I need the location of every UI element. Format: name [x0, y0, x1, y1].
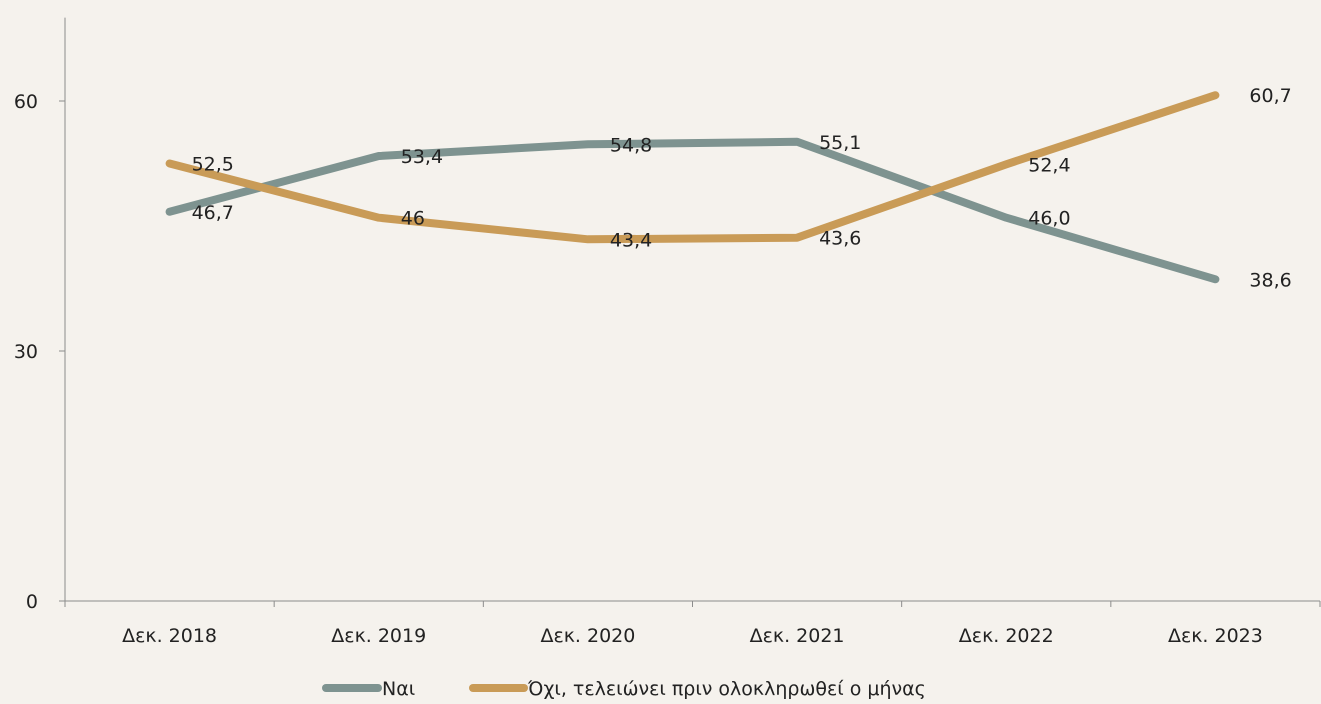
x-tick-label: Δεκ. 2021 [750, 625, 845, 647]
data-label: 46 [401, 208, 425, 230]
data-label: 52,5 [192, 154, 234, 176]
data-label: 53,4 [401, 146, 443, 168]
y-tick-label: 60 [14, 91, 38, 113]
x-tick-label: Δεκ. 2020 [540, 625, 635, 647]
data-label: 55,1 [819, 132, 861, 154]
y-tick-label: 30 [14, 341, 38, 363]
data-label: 43,6 [819, 228, 861, 250]
x-tick-label: Δεκ. 2023 [1168, 625, 1263, 647]
data-label: 54,8 [610, 134, 652, 156]
data-label: 46,7 [192, 202, 234, 224]
data-label: 43,4 [610, 229, 652, 251]
series-lines [165, 91, 1220, 284]
x-tick-label: Δεκ. 2018 [122, 625, 217, 647]
data-labels: 46,7 53,4 54,8 55,1 46,0 38,6 52,5 46 43,4 43,6 52… [192, 85, 1292, 291]
data-label: 38,6 [1249, 269, 1291, 291]
series-line-2 [165, 91, 1220, 244]
series-line-1 [165, 137, 1220, 284]
axes: 0 30 60 Δεκ. 2018 Δεκ. 2019 Δεκ. 2020 Δεκ. 202… [14, 17, 1321, 647]
data-label: 52,4 [1028, 154, 1070, 176]
x-tick-label: Δεκ. 2019 [331, 625, 426, 647]
legend: Ναι Όχι, τελειώνει πριν ολοκληρωθεί ο μήν… [322, 678, 926, 700]
data-label: 60,7 [1249, 85, 1291, 107]
legend-label: Ναι [382, 678, 415, 700]
x-tick-label: Δεκ. 2022 [959, 625, 1054, 647]
data-label: 46,0 [1028, 208, 1070, 230]
y-tick-label: 0 [26, 591, 38, 613]
legend-label: Όχι, τελειώνει πριν ολοκληρωθεί ο μήνας [527, 678, 926, 700]
